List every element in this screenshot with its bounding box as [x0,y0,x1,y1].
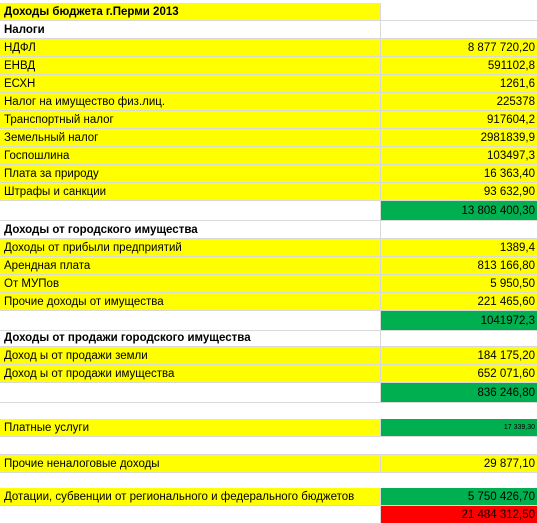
row-label[interactable]: Транспортный налог [0,111,381,129]
table-row[interactable]: Земельный налог 2981839,9 [0,129,537,147]
row-value[interactable]: 184 175,20 [381,347,537,365]
table-row[interactable]: Доход ы от продажи земли 184 175,20 [0,347,537,365]
subtotal-row[interactable]: 1041972,3 [0,311,537,331]
row-label[interactable]: Плата за природу [0,165,381,183]
row-value[interactable]: 1389,4 [381,239,537,257]
paid-services-value[interactable]: 17 339,30 [381,419,537,437]
sales-total[interactable]: 836 246,80 [381,383,537,403]
section-header-property[interactable]: Доходы от городского имущества [0,221,381,239]
row-value[interactable]: 221 465,60 [381,293,537,311]
row-label[interactable]: От МУПов [0,275,381,293]
table-row[interactable]: Госпошлина 103497,3 [0,147,537,165]
section-header-sales[interactable]: Доходы от продажи городского имущества [0,329,381,347]
table-row[interactable]: Прочие доходы от имущества 221 465,60 [0,293,537,311]
table-row[interactable]: Налог на имущество физ.лиц. 225378 [0,93,537,111]
table-row[interactable]: От МУПов 5 950,50 [0,275,537,293]
row-label[interactable]: НДФЛ [0,39,381,57]
table-row[interactable]: Прочие неналоговые доходы 29 877,10 [0,455,537,473]
row-label[interactable]: ЕНВД [0,57,381,75]
empty-cell[interactable] [381,221,537,239]
empty-cell[interactable] [0,383,381,403]
subtotal-row[interactable]: 13 808 400,30 [0,201,537,221]
row-value[interactable]: 103497,3 [381,147,537,165]
row-label[interactable]: Госпошлина [0,147,381,165]
subsidies-value[interactable]: 5 750 426,70 [381,488,537,506]
row-label[interactable]: Дотации, субвенции от регионального и фе… [0,488,381,506]
grand-total-value[interactable]: 21 484 312,50 [381,506,537,524]
table-row[interactable]: Штрафы и санкции 93 632,90 [0,183,537,201]
section-header-row[interactable]: Налоги [0,21,537,39]
property-total[interactable]: 1041972,3 [381,311,537,331]
table-row[interactable]: ЕСХН 1261,6 [0,75,537,93]
row-label[interactable]: Прочие доходы от имущества [0,293,381,311]
row-value[interactable]: 225378 [381,93,537,111]
row-label[interactable]: Арендная плата [0,257,381,275]
empty-cell[interactable] [0,437,537,455]
row-value[interactable]: 813 166,80 [381,257,537,275]
section-header-taxes[interactable]: Налоги [0,21,381,39]
grand-total-row[interactable]: 21 484 312,50 [0,506,537,524]
row-value[interactable]: 16 363,40 [381,165,537,183]
row-value[interactable]: 652 071,60 [381,365,537,383]
empty-cell[interactable] [381,3,537,21]
table-row[interactable]: ЕНВД 591102,8 [0,57,537,75]
empty-cell[interactable] [0,201,381,221]
row-label[interactable]: Земельный налог [0,129,381,147]
table-row[interactable]: Доход ы от продажи имущества 652 071,60 [0,365,537,383]
empty-row[interactable] [0,437,537,455]
title-row[interactable]: Доходы бюджета г.Перми 2013 [0,3,537,21]
row-label[interactable]: Доходы от прибыли предприятий [0,239,381,257]
row-value[interactable]: 917604,2 [381,111,537,129]
row-label[interactable]: Доход ы от продажи имущества [0,365,381,383]
section-header-row[interactable]: Доходы от продажи городского имущества [0,329,537,347]
row-value[interactable]: 591102,8 [381,57,537,75]
row-label[interactable]: Платные услуги [0,419,381,437]
table-row[interactable]: Плата за природу 16 363,40 [0,165,537,183]
row-value[interactable]: 2981839,9 [381,129,537,147]
table-row[interactable]: Платные услуги 17 339,30 [0,419,537,437]
row-label[interactable]: Прочие неналоговые доходы [0,455,381,473]
empty-cell[interactable] [381,21,537,39]
section-header-row[interactable]: Доходы от городского имущества [0,221,537,239]
row-value[interactable]: 29 877,10 [381,455,537,473]
row-label[interactable]: Доход ы от продажи земли [0,347,381,365]
table-row[interactable]: Транспортный налог 917604,2 [0,111,537,129]
empty-cell[interactable] [381,329,537,347]
row-value[interactable]: 1261,6 [381,75,537,93]
row-label[interactable]: Штрафы и санкции [0,183,381,201]
row-value[interactable]: 93 632,90 [381,183,537,201]
table-row[interactable]: Дотации, субвенции от регионального и фе… [0,488,537,506]
row-value[interactable]: 8 877 720,20 [381,39,537,57]
row-label[interactable]: ЕСХН [0,75,381,93]
table-row[interactable]: Арендная плата 813 166,80 [0,257,537,275]
table-row[interactable]: НДФЛ 8 877 720,20 [0,39,537,57]
empty-cell[interactable] [0,506,381,524]
row-value[interactable]: 5 950,50 [381,275,537,293]
table-row[interactable]: Доходы от прибыли предприятий 1389,4 [0,239,537,257]
subtotal-row[interactable]: 836 246,80 [0,383,537,403]
taxes-total[interactable]: 13 808 400,30 [381,201,537,221]
budget-title[interactable]: Доходы бюджета г.Перми 2013 [0,3,381,21]
row-label[interactable]: Налог на имущество физ.лиц. [0,93,381,111]
empty-cell[interactable] [0,311,381,331]
